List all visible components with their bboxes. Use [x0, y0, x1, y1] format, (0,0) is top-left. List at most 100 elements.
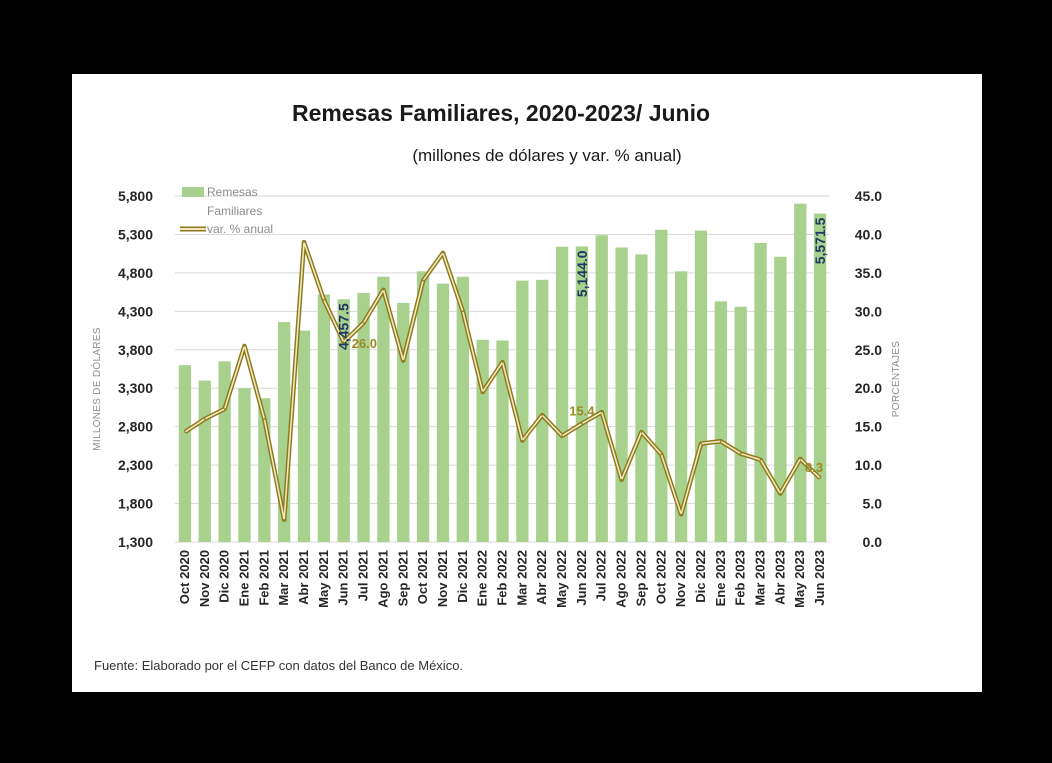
bar-value-label-2: 5,571.5 [812, 217, 828, 264]
bar-19 [555, 246, 569, 542]
y-left-tick-0: 5,800 [118, 188, 153, 204]
line-point-3 [243, 345, 246, 347]
line-point-10 [382, 289, 385, 291]
bar-29 [754, 242, 767, 542]
x-tick-10: Ago 2021 [375, 550, 390, 608]
bar-0 [178, 365, 192, 542]
y-axis-right-title: PORCENTAJES [891, 341, 902, 417]
chart-title: Remesas Familiares, 2020-2023/ Junio [291, 100, 711, 126]
bar-30 [774, 256, 787, 542]
line-point-16 [501, 361, 504, 363]
line-point-13 [442, 252, 444, 254]
y-left-tick-2: 4,800 [118, 265, 153, 281]
y-axis-right: 45.0 40.0 35.0 30.0 25.0 20.0 15.0 10.0 5.0 0.0 [855, 188, 882, 550]
line-point-9 [362, 322, 365, 324]
line-point-15 [481, 391, 484, 393]
y-right-tick-9: 0.0 [863, 534, 883, 550]
bar-21 [595, 235, 608, 543]
x-tick-28: Feb 2023 [733, 550, 748, 606]
chart-frame: Remesas Familiares, 2020-2023/ Junio (mi… [72, 74, 982, 692]
line-point-20 [581, 422, 583, 425]
line-point-6 [303, 241, 305, 243]
line-point-4 [263, 418, 266, 420]
legend-label-bars-2: Familiares [207, 204, 262, 218]
y-right-tick-5: 20.0 [855, 380, 882, 396]
line-point-32 [819, 477, 821, 479]
line-point-1 [203, 418, 206, 420]
y-right-tick-7: 10.0 [855, 457, 882, 473]
bar-31 [794, 203, 807, 542]
line-point-27 [720, 440, 722, 443]
y-axis-left-title: MILLONES DE DÓLARES [90, 327, 103, 451]
bar-14 [456, 276, 469, 542]
x-tick-6: Abr 2021 [296, 550, 311, 605]
line-point-30 [779, 492, 782, 495]
x-tick-11: Sep 2021 [395, 550, 410, 606]
x-tick-23: Sep 2022 [633, 550, 648, 606]
x-tick-5: Mar 2021 [276, 550, 291, 606]
x-tick-22: Ago 2022 [614, 550, 629, 608]
y-right-tick-1: 40.0 [855, 226, 882, 242]
bar-25 [674, 271, 688, 542]
source-footnote: Fuente: Elaborado por el CEFP con datos … [94, 658, 464, 673]
x-tick-29: Mar 2023 [753, 550, 768, 606]
line-point-5 [283, 518, 285, 521]
bar-16 [496, 340, 509, 542]
x-tick-4: Feb 2021 [256, 550, 271, 606]
x-tick-15: Ene 2022 [475, 550, 490, 606]
x-tick-19: May 2022 [554, 550, 569, 608]
bar-24 [655, 229, 668, 542]
y-right-tick-3: 30.0 [855, 303, 882, 319]
bar-32 [813, 213, 827, 543]
x-tick-26: Dic 2022 [693, 550, 708, 603]
line-point-0 [184, 431, 186, 433]
x-tick-13: Nov 2021 [435, 550, 450, 607]
y-left-tick-8: 1,800 [118, 496, 153, 512]
legend-label-line: var. % anual [207, 222, 273, 236]
x-tick-24: Oct 2022 [653, 550, 668, 604]
y-left-tick-4: 3,800 [118, 342, 153, 358]
bar-10 [377, 276, 390, 542]
line-point-14 [462, 310, 464, 313]
bar-value-label-0: 4,457.5 [336, 303, 352, 350]
line-series [183, 239, 822, 522]
legend-swatch-bars [182, 187, 204, 197]
y-right-tick-8: 5.0 [863, 496, 883, 512]
bar-22 [615, 247, 628, 542]
line-point-2 [223, 408, 226, 410]
y-right-tick-4: 25.0 [855, 342, 882, 358]
bar-value-label-1: 5,144.0 [574, 250, 590, 297]
y-right-tick-2: 35.0 [855, 265, 882, 281]
line-point-18 [541, 414, 543, 416]
line-point-29 [759, 458, 762, 461]
line-value-label-0: 26.0 [352, 336, 377, 351]
x-tick-12: Oct 2021 [415, 550, 430, 604]
x-tick-20: Jun 2022 [574, 550, 589, 606]
y-right-tick-0: 45.0 [855, 188, 882, 204]
bar-3 [238, 388, 251, 542]
bar-28 [734, 306, 747, 542]
x-tick-3: Ene 2021 [236, 550, 251, 606]
x-tick-30: Abr 2023 [772, 550, 787, 605]
x-tick-32: Jun 2023 [812, 550, 827, 606]
legend-label-bars-1: Remesas [207, 185, 258, 199]
x-tick-14: Dic 2021 [455, 550, 470, 603]
y-axis-left: 5,800 5,300 4,800 4,300 3,800 3,300 2,800 2,300… [118, 188, 153, 550]
line-point-24 [660, 453, 663, 456]
x-tick-7: May 2021 [316, 550, 331, 608]
bar-26 [694, 230, 708, 542]
line-point-28 [739, 452, 742, 455]
bar-11 [397, 302, 410, 542]
bar-1 [198, 380, 211, 542]
y-left-tick-3: 4,300 [118, 303, 153, 319]
bar-20 [575, 246, 589, 542]
bar-13 [436, 283, 450, 542]
y-left-tick-9: 1,300 [118, 534, 153, 550]
bar-17 [516, 280, 529, 542]
x-tick-27: Ene 2023 [713, 550, 728, 606]
line-point-21 [600, 411, 603, 413]
bar-23 [635, 254, 648, 543]
bar-9 [357, 292, 370, 542]
data-labels: 4,457.5 5,144.0 5,571.5 26.0 15.4 8.3 [336, 217, 828, 475]
line-point-31 [799, 458, 802, 460]
